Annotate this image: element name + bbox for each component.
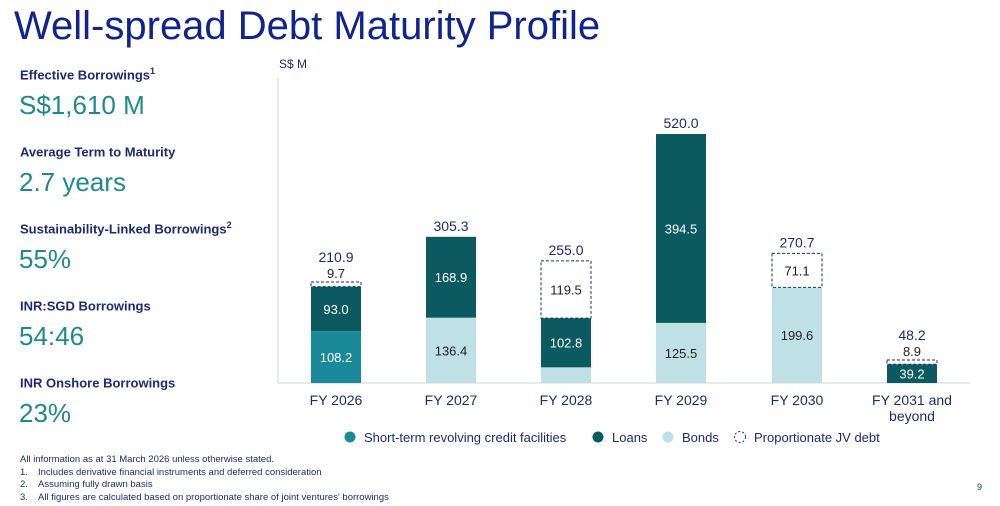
x-tick-label: FY 2031 and <box>872 392 952 408</box>
bar-segment <box>772 287 822 383</box>
bar-segment <box>887 364 937 383</box>
x-tick-label: FY 2028 <box>540 392 593 408</box>
kpi-label: Sustainability-Linked Borrowings2 <box>20 220 232 237</box>
x-tick-label: FY 2029 <box>655 392 708 408</box>
data-label: 102.8 <box>550 336 583 351</box>
bar-segment <box>656 134 706 323</box>
kpi-value: 23% <box>19 398 72 428</box>
footnote-2: 2. Assuming fully drawn basis <box>20 479 153 490</box>
footnote-1: 1. Includes derivative financial instrume… <box>20 466 322 478</box>
legend-marker <box>734 431 746 443</box>
x-tick-label: FY 2027 <box>425 392 478 408</box>
kpi-value: 2.7 years <box>19 167 126 197</box>
legend-label: Loans <box>612 430 648 445</box>
page-title: Well-spread Debt Maturity Profile <box>14 4 601 48</box>
legend-marker <box>662 431 674 443</box>
legend-label: Proportionate JV debt <box>754 430 880 445</box>
kpi-label: Average Term to Maturity <box>20 144 176 160</box>
data-label: 119.5 <box>550 283 582 298</box>
bar-segment <box>656 322 706 383</box>
total-label: 305.3 <box>433 218 468 234</box>
footnote-3: 3. All figures are calculated based on pr… <box>20 491 389 503</box>
legend-label: Bonds <box>682 430 719 445</box>
x-tick-label: beyond <box>889 408 935 424</box>
data-label: 168.9 <box>435 270 468 285</box>
data-label: 93.0 <box>323 302 348 317</box>
total-label: 520.0 <box>663 115 698 131</box>
data-label: 199.6 <box>781 328 814 343</box>
bar-segment <box>541 367 591 383</box>
footnote-intro: All information as at 31 March 2026 unle… <box>20 454 274 465</box>
data-label: 394.5 <box>665 221 698 236</box>
data-label: 71.1 <box>784 263 809 278</box>
total-label: 255.0 <box>548 242 583 258</box>
data-label: 136.4 <box>435 343 468 358</box>
kpi-label: Effective Borrowings1 <box>20 66 156 83</box>
legend-marker <box>344 431 356 443</box>
kpi-value: 54:46 <box>19 321 85 351</box>
page-number: 9 <box>976 482 982 492</box>
total-label: 48.2 <box>898 327 925 343</box>
data-label: 8.9 <box>903 344 921 359</box>
legend-marker <box>592 431 604 443</box>
bar-segment <box>540 260 592 319</box>
bar-segment <box>311 286 361 332</box>
bar-segment <box>310 281 362 288</box>
data-label: 39.2 <box>899 367 924 382</box>
total-label: 270.7 <box>779 234 814 250</box>
y-axis-label: S$ M <box>279 57 307 71</box>
legend-label: Short-term revolving credit facilities <box>364 430 567 445</box>
data-label: 125.5 <box>665 346 698 361</box>
bar-segment <box>541 318 591 368</box>
data-label: 108.2 <box>320 350 353 365</box>
footnotes: All information as at 31 March 2026 unle… <box>20 454 389 504</box>
total-label: 210.9 <box>318 249 353 265</box>
bar-segment <box>311 331 361 383</box>
data-label: 9.7 <box>327 266 345 281</box>
bar-segment <box>426 317 476 383</box>
kpi-label: INR Onshore Borrowings <box>20 375 176 391</box>
kpi-value: 55% <box>19 244 72 274</box>
bar-segment <box>426 236 476 318</box>
bar-segment <box>771 252 823 288</box>
x-tick-label: FY 2030 <box>771 392 824 408</box>
kpi-label: INR:SGD Borrowings <box>20 298 151 314</box>
bar-segment <box>886 359 938 365</box>
x-tick-label: FY 2026 <box>310 392 363 408</box>
kpi-value: S$1,610 M <box>19 90 145 120</box>
